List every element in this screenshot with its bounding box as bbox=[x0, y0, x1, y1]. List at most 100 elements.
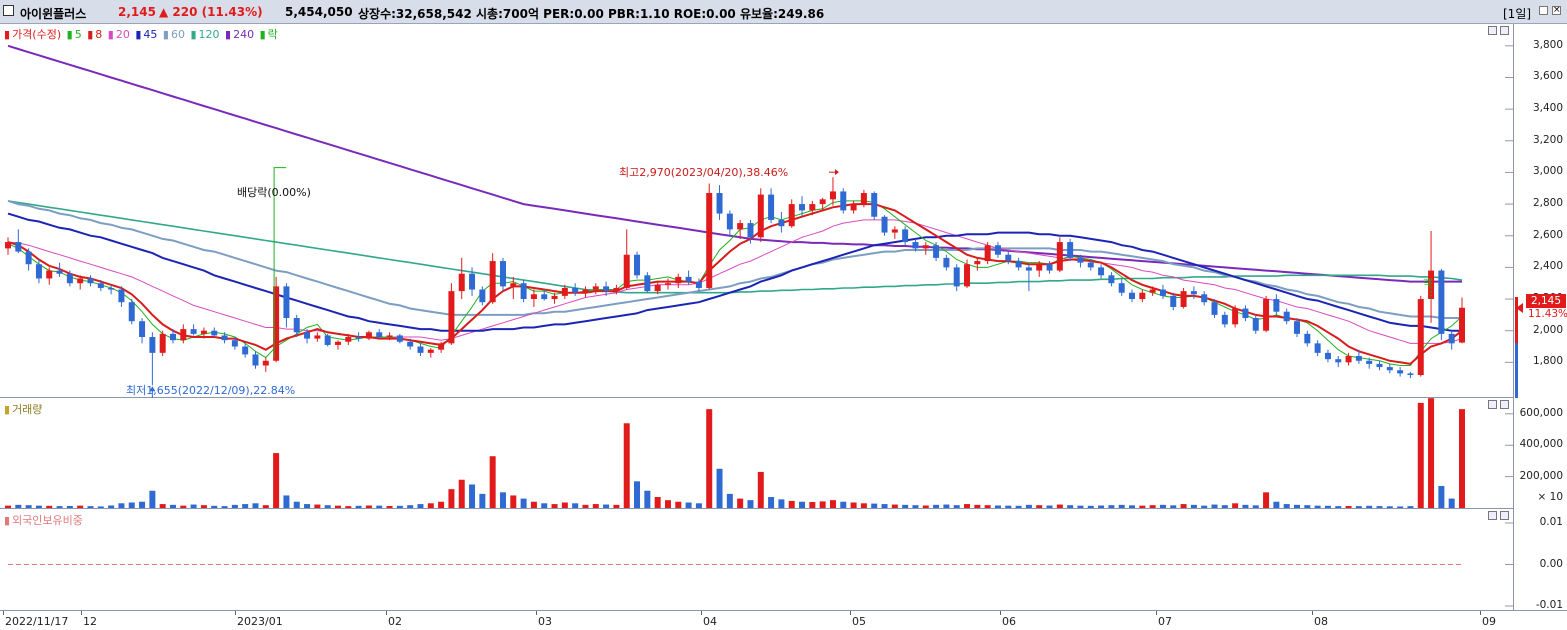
candle-body bbox=[520, 283, 527, 300]
candle-body bbox=[675, 276, 682, 284]
volume-bar bbox=[1386, 506, 1393, 508]
date-tick-mark bbox=[81, 611, 82, 615]
candle-body bbox=[365, 332, 372, 339]
volume-bar bbox=[231, 504, 238, 508]
volume-bar bbox=[933, 504, 940, 508]
candle-body bbox=[1417, 299, 1424, 376]
volume-bar bbox=[283, 495, 290, 508]
volume-bar bbox=[1417, 402, 1424, 508]
low-arrow-icon bbox=[149, 386, 156, 392]
candle-body bbox=[108, 287, 115, 290]
panel-minimize-icon[interactable] bbox=[1488, 26, 1497, 35]
volume-bar bbox=[304, 504, 311, 508]
ma8-line bbox=[7, 203, 1463, 365]
volume-bar bbox=[799, 501, 806, 508]
volume-bar bbox=[1366, 505, 1373, 508]
volume-bar bbox=[1232, 503, 1239, 508]
volume-bar bbox=[1324, 505, 1331, 508]
candle-body bbox=[623, 254, 630, 288]
legend-ex: 락 bbox=[267, 28, 278, 41]
volume-bar bbox=[881, 504, 888, 508]
volume-bar bbox=[912, 505, 919, 508]
candle-body bbox=[809, 204, 816, 211]
candle-body bbox=[592, 286, 599, 290]
panel-maximize-icon[interactable] bbox=[1500, 400, 1509, 409]
candle-body bbox=[407, 341, 414, 347]
volume-bar bbox=[458, 479, 465, 508]
foreign-panel[interactable]: ▮ 외국인보유비중 bbox=[0, 509, 1513, 610]
volume-bar bbox=[499, 492, 506, 508]
panel-maximize-icon[interactable] bbox=[1500, 511, 1509, 520]
volume-bar bbox=[293, 501, 300, 508]
volume-bar bbox=[77, 505, 84, 508]
candle-body bbox=[118, 289, 125, 303]
candle-body bbox=[293, 318, 300, 333]
date-tick-mark bbox=[1480, 611, 1481, 615]
period-selector[interactable]: [1일] bbox=[1503, 7, 1532, 21]
panel-minimize-icon[interactable] bbox=[1488, 511, 1497, 520]
legend-ma5: 5 bbox=[74, 28, 82, 41]
volume-bar bbox=[1459, 409, 1465, 508]
candle-body bbox=[1397, 370, 1404, 374]
dividend-leader-line bbox=[273, 167, 287, 358]
price-panel[interactable]: ▮ 가격(수정) ▮ 5 ▮ 8 ▮ 20 ▮ 45 ▮ 60 ▮ 120 ▮ 240 ▮ 락 최… bbox=[0, 24, 1513, 401]
candle-body bbox=[664, 283, 671, 285]
candle-body bbox=[819, 199, 826, 205]
ma120-line bbox=[7, 200, 1463, 294]
candle-body bbox=[1314, 343, 1321, 353]
candle-body bbox=[860, 193, 867, 205]
candle-body bbox=[1438, 270, 1445, 334]
volume-bar bbox=[964, 504, 971, 508]
candle-body bbox=[1118, 283, 1125, 293]
volume-bar bbox=[654, 497, 661, 508]
candle-body bbox=[15, 242, 22, 252]
volume-bar bbox=[953, 505, 960, 508]
volume-bar bbox=[1180, 504, 1187, 508]
volume-bar bbox=[603, 504, 610, 508]
volume-bar bbox=[1314, 505, 1321, 508]
ma20-line bbox=[7, 219, 1463, 344]
date-label: 02 bbox=[388, 615, 402, 628]
volume-bar bbox=[1397, 506, 1404, 508]
volume-bar bbox=[974, 504, 981, 508]
candle-body bbox=[964, 264, 971, 287]
close-icon[interactable]: × bbox=[1552, 5, 1561, 15]
panel-maximize-icon[interactable] bbox=[1500, 26, 1509, 35]
volume-bar bbox=[768, 497, 775, 508]
panel-minimize-icon[interactable] bbox=[1488, 400, 1497, 409]
volume-bar bbox=[922, 505, 929, 508]
volume-bar bbox=[1149, 505, 1156, 508]
select-checkbox[interactable] bbox=[3, 5, 14, 16]
candle-body bbox=[242, 346, 249, 355]
candle-body bbox=[1335, 359, 1342, 363]
candle-body bbox=[479, 289, 486, 303]
volume-bar bbox=[56, 506, 63, 508]
volume-bar bbox=[891, 504, 898, 508]
volume-bar bbox=[407, 505, 414, 508]
stock-name: 아이윈플러스 bbox=[20, 7, 87, 21]
volume-bar bbox=[1294, 504, 1301, 508]
date-label: 06 bbox=[1002, 615, 1016, 628]
candle-body bbox=[1242, 308, 1249, 319]
date-label: 2023/01 bbox=[237, 615, 283, 628]
volume-bar bbox=[128, 502, 135, 508]
candle-body bbox=[1221, 314, 1228, 325]
date-label: 08 bbox=[1314, 615, 1328, 628]
volume-bar bbox=[1118, 504, 1125, 508]
ex-marker-label: 락 bbox=[1423, 279, 1432, 289]
volume-bar bbox=[840, 501, 847, 508]
volume-bar bbox=[572, 503, 579, 508]
volume-bar bbox=[211, 505, 218, 508]
restore-icon[interactable] bbox=[1539, 6, 1548, 15]
candle-body bbox=[706, 193, 713, 288]
volume-panel[interactable]: ▮ 거래량 bbox=[0, 398, 1513, 509]
current-price-marker: 2,145 bbox=[1526, 293, 1566, 308]
candle-body bbox=[829, 191, 836, 200]
candle-body bbox=[221, 335, 228, 341]
price-tick: 1,800 bbox=[1532, 355, 1563, 368]
candle-body bbox=[376, 332, 383, 338]
volume-bar bbox=[417, 504, 424, 508]
volume-bar bbox=[592, 504, 599, 508]
candle-body bbox=[654, 284, 661, 292]
candle-body bbox=[1355, 356, 1362, 361]
